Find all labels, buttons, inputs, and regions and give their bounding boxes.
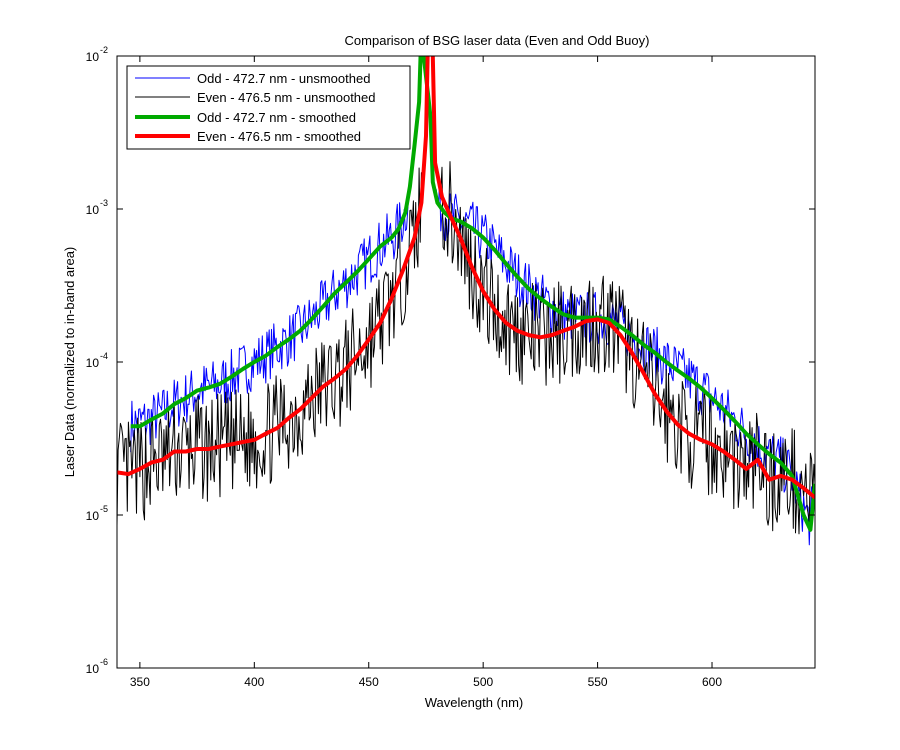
series-layer — [117, 56, 815, 546]
x-tick-label: 350 — [130, 675, 150, 689]
y-tick-exponent: -6 — [100, 657, 108, 667]
y-tick-exponent: -2 — [100, 45, 108, 55]
series-line-2 — [130, 56, 815, 532]
legend: Odd - 472.7 nm - unsmoothed Even - 476.5… — [126, 65, 411, 150]
y-tick-exponent: -5 — [100, 504, 108, 514]
x-tick-label: 400 — [244, 675, 264, 689]
y-tick-label: 10 — [86, 509, 100, 523]
y-tick-exponent: -3 — [100, 198, 108, 208]
legend-label-odd-smoothed: Odd - 472.7 nm - smoothed — [197, 110, 356, 125]
y-axis-label: Laser Data (normalized to in-band area) — [62, 247, 77, 478]
y-tick-exponent: -4 — [100, 351, 108, 361]
series-line-3 — [117, 56, 815, 500]
legend-label-odd-unsmoothed: Odd - 472.7 nm - unsmoothed — [197, 71, 370, 86]
y-tick-label: 10 — [86, 662, 100, 676]
x-tick-label: 550 — [588, 675, 608, 689]
y-tick-label: 10 — [86, 203, 100, 217]
x-axis-label: Wavelength (nm) — [425, 695, 524, 710]
legend-label-even-smoothed: Even - 476.5 nm - smoothed — [197, 129, 361, 144]
series-line-0 — [130, 56, 815, 546]
y-tick-label: 10 — [86, 356, 100, 370]
x-tick-label: 500 — [473, 675, 493, 689]
axes-box — [116, 55, 816, 669]
chart-title: Comparison of BSG laser data (Even and O… — [345, 33, 650, 48]
y-tick-label: 10 — [86, 50, 100, 64]
plot-area — [117, 56, 815, 668]
x-tick-label: 450 — [359, 675, 379, 689]
x-tick-label: 600 — [702, 675, 722, 689]
legend-label-even-unsmoothed: Even - 476.5 nm - unsmoothed — [197, 90, 376, 105]
